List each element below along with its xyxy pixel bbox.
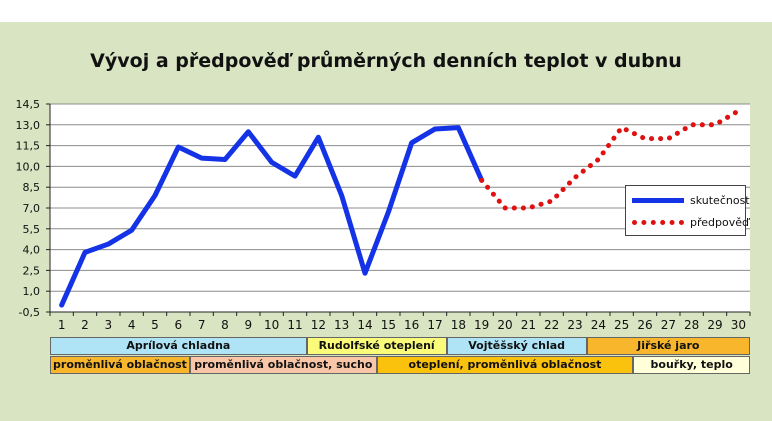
x-tick-label: 8 — [221, 318, 229, 332]
y-tick-label: -0,5 — [19, 306, 40, 319]
x-tick-label: 20 — [497, 318, 512, 332]
x-tick-label: 21 — [521, 318, 536, 332]
period-band: bouřky, teplo — [633, 356, 750, 374]
y-tick-label: 13,0 — [16, 119, 41, 132]
chart-title: Vývoj a předpověď průměrných denních tep… — [90, 50, 682, 72]
x-tick-label: 16 — [404, 318, 419, 332]
x-tick-label: 13 — [334, 318, 349, 332]
x-tick-label: 10 — [264, 318, 279, 332]
x-tick-label: 27 — [661, 318, 676, 332]
x-tick-label: 24 — [591, 318, 606, 332]
period-band: proměnlivá oblačnost — [50, 356, 190, 374]
x-tick-label: 19 — [474, 318, 489, 332]
legend: skutečnost předpověď — [625, 185, 750, 236]
x-tick-label: 15 — [381, 318, 396, 332]
y-tick-label: 5,5 — [23, 223, 41, 236]
x-tick-label: 29 — [707, 318, 722, 332]
x-tick-label: 6 — [175, 318, 183, 332]
x-tick-label: 26 — [637, 318, 652, 332]
x-tick-label: 5 — [151, 318, 159, 332]
x-tick-label: 28 — [684, 318, 699, 332]
x-tick-label: 11 — [287, 318, 302, 332]
y-tick-label: 10,0 — [16, 160, 41, 173]
x-tick-label: 18 — [451, 318, 466, 332]
legend-label-actual: skutečnost — [690, 194, 750, 207]
y-tick-label: 8,5 — [23, 181, 41, 194]
x-tick-label: 12 — [311, 318, 326, 332]
legend-solid-line — [632, 198, 684, 203]
y-tick-label: 14,5 — [16, 98, 41, 111]
x-tick-label: 30 — [731, 318, 746, 332]
x-tick-label: 14 — [357, 318, 372, 332]
period-band: oteplení, proměnlivá oblačnost — [376, 356, 634, 374]
legend-label-forecast: předpověď — [690, 216, 749, 229]
y-tick-label: 7,0 — [23, 202, 41, 215]
y-tick-label: 4,0 — [23, 244, 41, 257]
x-tick-label: 17 — [427, 318, 442, 332]
x-tick-label: 4 — [128, 318, 136, 332]
y-tick-label: 11,5 — [16, 140, 41, 153]
series-line-forecast — [479, 108, 741, 211]
x-tick-label: 7 — [198, 318, 206, 332]
y-tick-label: 1,0 — [23, 285, 41, 298]
x-tick-label: 25 — [614, 318, 629, 332]
period-band: proměnlivá oblačnost, sucho — [190, 356, 377, 374]
legend-item-actual: skutečnost — [632, 193, 750, 209]
x-tick-label: 23 — [567, 318, 582, 332]
period-band: Rudolfské oteplení — [306, 337, 447, 355]
x-tick-label: 2 — [81, 318, 89, 332]
period-band: Aprílová chladna — [50, 337, 307, 355]
x-tick-label: 9 — [245, 318, 253, 332]
period-band: Vojtěšský chlad — [446, 337, 587, 355]
y-tick-label: 2,5 — [23, 264, 41, 277]
period-band: Jiřské jaro — [586, 337, 750, 355]
x-tick-label: 3 — [105, 318, 113, 332]
legend-item-forecast: předpověď — [632, 215, 749, 231]
x-tick-label: 22 — [544, 318, 559, 332]
x-tick-label: 1 — [58, 318, 66, 332]
legend-dotted-line — [632, 220, 684, 225]
